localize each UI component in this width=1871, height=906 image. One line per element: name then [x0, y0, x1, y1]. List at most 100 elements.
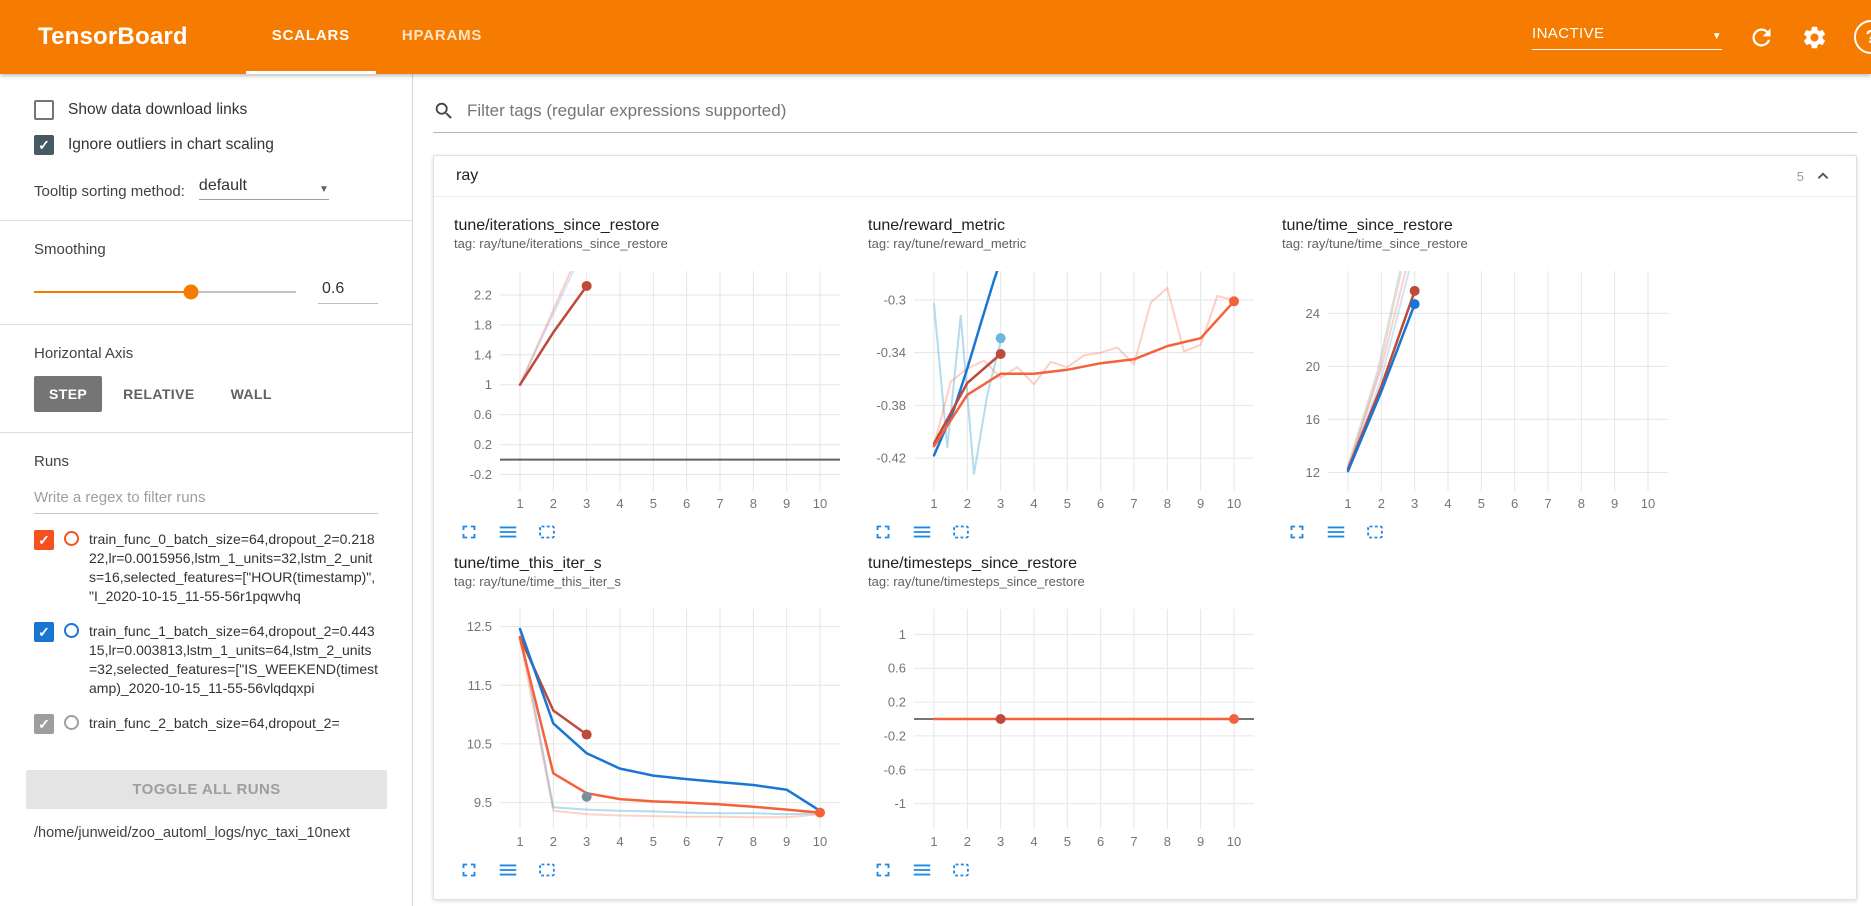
chart-plot[interactable]: -0.2 0.2 0.6 1 1.4 1.8 2.2 1 2 3 4 5 6 7 8 9 10: [454, 263, 850, 515]
smoothing-slider-thumb[interactable]: [183, 284, 199, 300]
fit-domain-icon[interactable]: [950, 521, 972, 543]
topbar-right: INACTIVE ▼ ?: [1532, 0, 1871, 74]
runs-filter-input[interactable]: [34, 484, 378, 514]
expand-chart-icon[interactable]: [458, 859, 480, 881]
run-isolate-icon[interactable]: [64, 623, 79, 638]
status-dropdown[interactable]: INACTIVE ▼: [1532, 25, 1722, 50]
ignore-outliers-row[interactable]: ✓ Ignore outliers in chart scaling: [34, 135, 378, 155]
svg-text:7: 7: [716, 496, 723, 511]
chart-plot[interactable]: -0.42 -0.38 -0.34 -0.3 1 2 3 4 5 6 7 8 9 10: [868, 263, 1264, 515]
runs-list: ✓ train_func_0_batch_size=64,dropout_2=0.…: [34, 530, 378, 766]
svg-text:10: 10: [813, 834, 827, 849]
chevron-down-icon: ▼: [1711, 30, 1722, 42]
svg-text:4: 4: [1030, 834, 1037, 849]
svg-text:6: 6: [1511, 496, 1518, 511]
svg-text:1: 1: [516, 496, 523, 511]
axis-step-button[interactable]: STEP: [34, 376, 103, 412]
svg-text:7: 7: [716, 834, 723, 849]
run-checkbox[interactable]: ✓: [34, 622, 54, 642]
svg-text:6: 6: [1097, 496, 1104, 511]
fit-domain-icon[interactable]: [536, 859, 558, 881]
expand-chart-icon[interactable]: [872, 521, 894, 543]
chart-title: tune/time_this_iter_s: [454, 555, 602, 572]
svg-text:-0.38: -0.38: [876, 398, 906, 413]
tag-filter-bar: [433, 100, 1857, 133]
axis-wall-button[interactable]: WALL: [230, 386, 272, 402]
run-data-icon[interactable]: [497, 859, 519, 881]
svg-text:9: 9: [1197, 834, 1204, 849]
expand-chart-icon[interactable]: [458, 521, 480, 543]
smoothing-slider[interactable]: [34, 284, 296, 300]
svg-text:1.4: 1.4: [474, 347, 492, 362]
run-isolate-icon[interactable]: [64, 531, 79, 546]
show-download-links-row[interactable]: Show data download links: [34, 100, 378, 120]
chart-card: tune/iterations_since_restore tag: ray/tu…: [454, 215, 854, 543]
divider: [0, 432, 412, 433]
category-header[interactable]: ray 5: [434, 156, 1856, 197]
tag-filter-input[interactable]: [467, 101, 1857, 121]
chart-title: tune/reward_metric: [868, 217, 1005, 234]
svg-text:7: 7: [1130, 496, 1137, 511]
show-download-links-checkbox[interactable]: [34, 100, 54, 120]
run-checkbox[interactable]: ✓: [34, 714, 54, 734]
chart-tag: tag: ray/tune/time_this_iter_s: [454, 574, 621, 589]
run-item: ✓ train_func_1_batch_size=64,dropout_2=0.…: [34, 622, 378, 698]
category-card-ray: ray 5 tune/iterations_since_restore tag: …: [433, 155, 1857, 900]
collapse-icon[interactable]: [1812, 165, 1834, 187]
fit-domain-icon[interactable]: [536, 521, 558, 543]
toggle-all-runs-button[interactable]: TOGGLE ALL RUNS: [26, 770, 387, 809]
chart-plot[interactable]: 9.5 10.5 11.5 12.5 1 2 3 4 5 6 7 8 9 10: [454, 601, 850, 853]
chevron-down-icon: ▼: [319, 184, 329, 195]
svg-text:9.5: 9.5: [474, 795, 492, 810]
main-content: ray 5 tune/iterations_since_restore tag: …: [413, 74, 1871, 906]
sidebar: Show data download links ✓ Ignore outlie…: [0, 74, 413, 906]
run-checkbox[interactable]: ✓: [34, 530, 54, 550]
chart-plot[interactable]: -1 -0.6 -0.2 0.2 0.6 1 1 2 3 4 5 6 7 8 9 10: [868, 601, 1264, 853]
svg-text:4: 4: [1444, 496, 1451, 511]
ignore-outliers-checkbox[interactable]: ✓: [34, 135, 54, 155]
charts-grid: tune/iterations_since_restore tag: ray/tu…: [434, 197, 1856, 899]
axis-relative-button[interactable]: RELATIVE: [123, 386, 195, 402]
tab-hparams[interactable]: HPARAMS: [401, 27, 483, 44]
svg-text:3: 3: [997, 496, 1004, 511]
help-icon[interactable]: ?: [1854, 20, 1871, 54]
svg-text:11.5: 11.5: [468, 678, 492, 693]
svg-text:5: 5: [1478, 496, 1485, 511]
runs-label: Runs: [34, 453, 70, 470]
fit-domain-icon[interactable]: [1364, 521, 1386, 543]
svg-text:9: 9: [1611, 496, 1618, 511]
run-data-icon[interactable]: [497, 521, 519, 543]
svg-text:3: 3: [997, 834, 1004, 849]
svg-text:2: 2: [964, 834, 971, 849]
chart-title: tune/iterations_since_restore: [454, 217, 660, 234]
smoothing-value[interactable]: 0.6: [318, 280, 378, 304]
chart-card: tune/timesteps_since_restore tag: ray/tun…: [868, 553, 1268, 881]
svg-text:-0.6: -0.6: [884, 762, 906, 777]
tab-scalars[interactable]: SCALARS: [245, 0, 376, 74]
run-data-icon[interactable]: [911, 859, 933, 881]
divider: [0, 220, 412, 221]
run-data-icon[interactable]: [911, 521, 933, 543]
svg-text:-0.2: -0.2: [884, 728, 906, 743]
chart-card: tune/time_this_iter_s tag: ray/tune/time_…: [454, 553, 854, 881]
run-data-icon[interactable]: [1325, 521, 1347, 543]
chart-title: tune/timesteps_since_restore: [868, 555, 1077, 572]
svg-text:2: 2: [1378, 496, 1385, 511]
svg-text:3: 3: [583, 496, 590, 511]
smoothing-label: Smoothing: [34, 241, 106, 258]
svg-text:7: 7: [1130, 834, 1137, 849]
svg-text:1.8: 1.8: [474, 317, 492, 332]
svg-text:-1: -1: [894, 796, 906, 811]
svg-text:8: 8: [1164, 834, 1171, 849]
refresh-icon[interactable]: [1748, 24, 1775, 51]
tooltip-sorting-dropdown[interactable]: default ▼: [198, 177, 329, 200]
expand-chart-icon[interactable]: [1286, 521, 1308, 543]
settings-gear-icon[interactable]: [1801, 24, 1828, 51]
svg-text:5: 5: [1064, 834, 1071, 849]
svg-text:5: 5: [650, 496, 657, 511]
expand-chart-icon[interactable]: [872, 859, 894, 881]
fit-domain-icon[interactable]: [950, 859, 972, 881]
run-isolate-icon[interactable]: [64, 715, 79, 730]
chart-tag: tag: ray/tune/time_since_restore: [1282, 236, 1468, 251]
